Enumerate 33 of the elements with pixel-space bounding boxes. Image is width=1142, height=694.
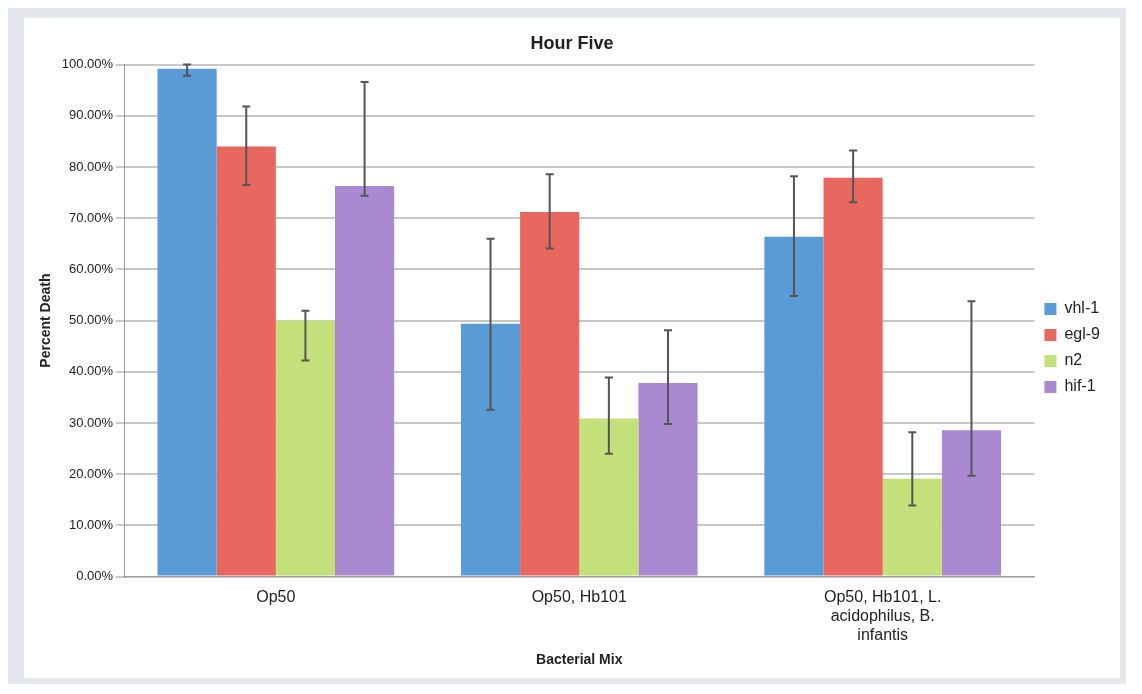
y-tick-label: 10.00%	[69, 516, 114, 532]
bar	[520, 212, 580, 576]
y-tick-label: 0.00%	[76, 568, 114, 584]
legend-label: egl-9	[1064, 325, 1101, 343]
y-tick-label: 100.00%	[61, 56, 114, 72]
y-tick-label: 90.00%	[69, 107, 114, 123]
y-tick-label: 20.00%	[69, 465, 114, 481]
bar	[638, 383, 698, 576]
x-tick-label: Op50, Hb101	[531, 587, 627, 605]
legend-label: hif-1	[1064, 377, 1096, 395]
y-tick-label: 60.00%	[69, 260, 114, 276]
bar	[335, 185, 395, 576]
bar	[764, 236, 824, 576]
bar	[157, 68, 217, 576]
legend-label: vhl-1	[1064, 299, 1100, 317]
x-axis-title: Bacterial Mix	[536, 651, 623, 668]
bar	[460, 323, 521, 576]
bar	[275, 320, 336, 576]
y-axis-title: Percent Death	[37, 273, 54, 368]
y-tick-label: 70.00%	[69, 209, 114, 225]
bar	[216, 146, 276, 576]
x-tick-label: Op50, Hb101, L. acidophilus, B. infantis	[823, 587, 942, 644]
y-tick-label: 30.00%	[69, 414, 114, 430]
x-tick-label: Op50	[256, 587, 296, 605]
y-tick-label: 40.00%	[69, 363, 114, 379]
bar	[941, 430, 1002, 576]
y-tick-label: 50.00%	[69, 312, 114, 328]
bar	[823, 177, 883, 576]
chart-title: Hour Five	[530, 32, 614, 53]
bar	[579, 418, 639, 576]
bar	[882, 478, 942, 576]
legend-label: n2	[1064, 351, 1083, 369]
y-tick-label: 80.00%	[69, 158, 114, 174]
